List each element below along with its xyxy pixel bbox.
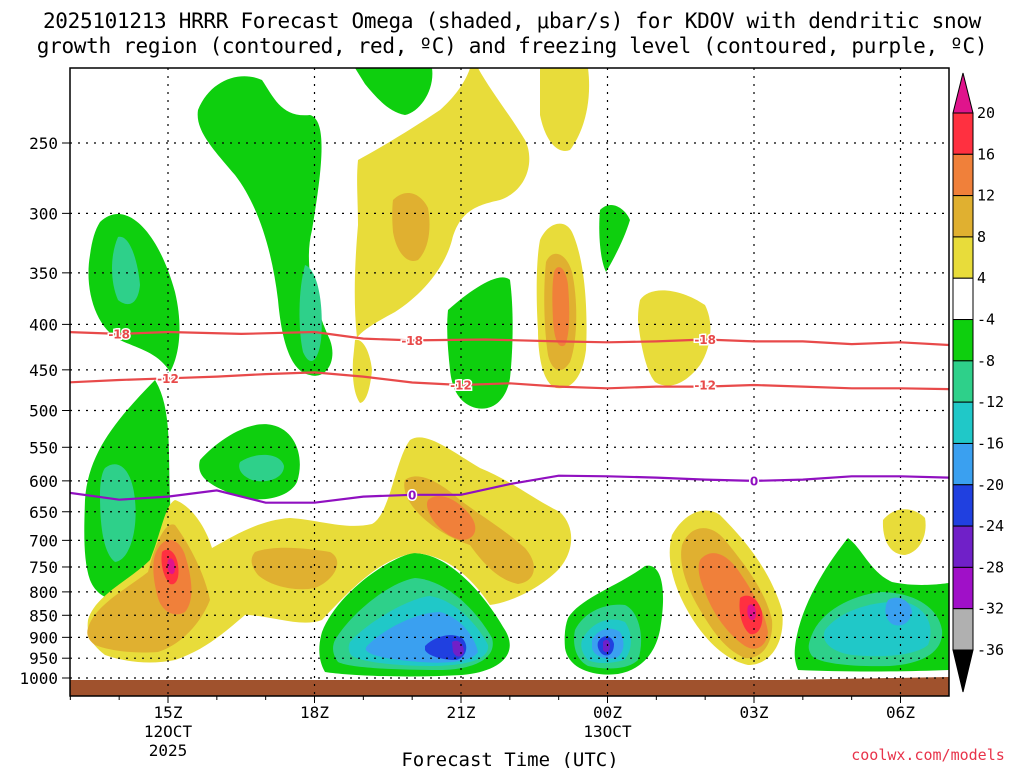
colorbar-label--16: -16 bbox=[977, 434, 1004, 452]
y-tick-label-400: 400 bbox=[29, 315, 58, 334]
grid-lines bbox=[70, 68, 949, 696]
omega-fill-green-6 bbox=[447, 277, 513, 409]
y-tick-label-250: 250 bbox=[29, 134, 58, 153]
contour-line-freezing-level-0 bbox=[70, 474, 949, 504]
omega-fill-green-5 bbox=[355, 68, 433, 115]
colorbar-label--28: -28 bbox=[977, 558, 1004, 576]
colorbar-swatch-5 bbox=[952, 319, 974, 362]
y-tick-label-650: 650 bbox=[29, 503, 58, 522]
colorbar-label--4: -4 bbox=[977, 311, 995, 329]
colorbar-swatch-12 bbox=[952, 608, 974, 651]
omega-fill-gold-1 bbox=[392, 193, 430, 261]
contour-label-freezing-level-0: 0 bbox=[408, 488, 416, 502]
x-tick-label-21Z-line1: 21Z bbox=[447, 703, 476, 722]
y-tick-label-800: 800 bbox=[29, 583, 58, 602]
colorbar-label-20: 20 bbox=[977, 104, 995, 122]
omega-fill-yellow-4 bbox=[638, 290, 711, 386]
omega-fill-green-3 bbox=[197, 76, 333, 376]
colorbar-swatch-11 bbox=[952, 566, 974, 610]
x-axis-title: Forecast Time (UTC) bbox=[401, 749, 618, 768]
colorbar-label--32: -32 bbox=[977, 600, 1004, 618]
omega-fill-orange-3 bbox=[552, 267, 570, 347]
omega-fill-yellow-8 bbox=[882, 509, 926, 555]
x-tick-label-15Z-line1: 15Z bbox=[154, 703, 183, 722]
omega-fill-teal-3 bbox=[100, 464, 136, 562]
colorbar-bottom-arrow bbox=[952, 649, 974, 693]
contour-label-dgz-minus-18: -18 bbox=[694, 333, 716, 347]
chart-title-line-1: 2025101213 HRRR Forecast Omega (shaded, … bbox=[42, 9, 982, 33]
omega-fill-magenta-2 bbox=[747, 604, 756, 621]
colorbar-label-16: 16 bbox=[977, 145, 995, 163]
omega-fill-teal-2 bbox=[299, 265, 322, 362]
colorbar-label--8: -8 bbox=[977, 352, 995, 370]
omega-fill-yellow-1 bbox=[354, 68, 530, 338]
y-tick-label-900: 900 bbox=[29, 628, 58, 647]
credit-link[interactable]: coolwx.com/models bbox=[851, 746, 1005, 764]
contour-layer: -18 -18 -18 -12 -12 -12 0 0 bbox=[70, 326, 949, 504]
colorbar-label-8: 8 bbox=[977, 228, 986, 246]
omega-fill-orange-2 bbox=[426, 495, 476, 540]
colorbar-label--36: -36 bbox=[977, 641, 1004, 659]
omega-fill-yellow-2 bbox=[540, 68, 590, 151]
colorbar-swatch-4 bbox=[952, 277, 974, 321]
colorbar-swatch-8 bbox=[952, 442, 974, 486]
colorbar-label--20: -20 bbox=[977, 476, 1004, 494]
contour-label-dgz-minus-12: -12 bbox=[157, 372, 179, 386]
contour-label-freezing-level-0: 0 bbox=[750, 474, 758, 488]
y-tick-label-1000: 1000 bbox=[19, 669, 58, 688]
terrain-ground bbox=[70, 677, 949, 696]
omega-fill-blue-3 bbox=[885, 597, 912, 626]
y-tick-label-450: 450 bbox=[29, 361, 58, 380]
colorbar-swatch-2 bbox=[952, 195, 974, 238]
y-tick-label-750: 750 bbox=[29, 558, 58, 577]
y-tick-label-350: 350 bbox=[29, 264, 58, 283]
y-tick-label-850: 850 bbox=[29, 606, 58, 625]
y-tick-label-600: 600 bbox=[29, 472, 58, 491]
omega-fill-teal-1 bbox=[112, 236, 140, 305]
x-tick-label-03Z-line1: 03Z bbox=[740, 703, 769, 722]
colorbar-swatch-7 bbox=[952, 401, 974, 444]
y-tick-label-300: 300 bbox=[29, 204, 58, 223]
x-tick-label-15Z-line2: 12OCT bbox=[144, 722, 193, 741]
x-tick-label-06Z-line1: 06Z bbox=[886, 703, 915, 722]
omega-fill-purple-2 bbox=[603, 639, 610, 653]
colorbar-swatch-9 bbox=[952, 484, 974, 527]
omega-shading bbox=[70, 68, 949, 696]
y-tick-label-550: 550 bbox=[29, 438, 58, 457]
contour-label-dgz-minus-18: -18 bbox=[401, 334, 423, 348]
x-tick-label-15Z-line3: 2025 bbox=[149, 741, 188, 760]
contour-label-dgz-minus-12: -12 bbox=[694, 378, 716, 392]
colorbar-label--12: -12 bbox=[977, 393, 1004, 411]
colorbar-label--24: -24 bbox=[977, 517, 1004, 535]
x-tick-label-00Z-line2: 13OCT bbox=[583, 722, 632, 741]
colorbar-label-12: 12 bbox=[977, 187, 995, 205]
contour-line-dgz-minus-18 bbox=[70, 330, 949, 347]
contour-label-dgz-minus-18: -18 bbox=[108, 327, 130, 341]
colorbar: 20 16 12 8 4 -4 -8 -12 -16 -20 -24 -28 -32 -36 bbox=[952, 72, 1004, 693]
y-tick-label-500: 500 bbox=[29, 402, 58, 421]
omega-fill-gold-4 bbox=[251, 547, 338, 590]
omega-fill-yellow-5 bbox=[352, 339, 372, 403]
colorbar-swatch-6 bbox=[952, 360, 974, 403]
colorbar-swatch-10 bbox=[952, 525, 974, 568]
x-tick-label-00Z-line1: 00Z bbox=[593, 703, 622, 722]
chart-title-line-2: growth region (contoured, red, ºC) and f… bbox=[36, 34, 988, 58]
colorbar-swatch-0 bbox=[952, 112, 974, 155]
contour-label-dgz-minus-12: -12 bbox=[450, 378, 472, 392]
x-tick-label-18Z-line1: 18Z bbox=[300, 703, 329, 722]
y-tick-label-700: 700 bbox=[29, 531, 58, 550]
colorbar-swatch-3 bbox=[952, 236, 974, 279]
colorbar-label-4: 4 bbox=[977, 269, 986, 287]
omega-fill-magenta-1 bbox=[167, 558, 175, 575]
colorbar-swatch-1 bbox=[952, 153, 974, 197]
colorbar-top-arrow bbox=[952, 72, 974, 114]
contour-line-dgz-minus-12 bbox=[70, 371, 949, 391]
omega-fill-teal-4 bbox=[239, 454, 284, 482]
y-axis: 250 300 350 400 450 500 550 600 650 700 750 800 850 9… bbox=[19, 134, 70, 688]
y-tick-label-950: 950 bbox=[29, 649, 58, 668]
omega-fill-green-7 bbox=[599, 204, 630, 272]
